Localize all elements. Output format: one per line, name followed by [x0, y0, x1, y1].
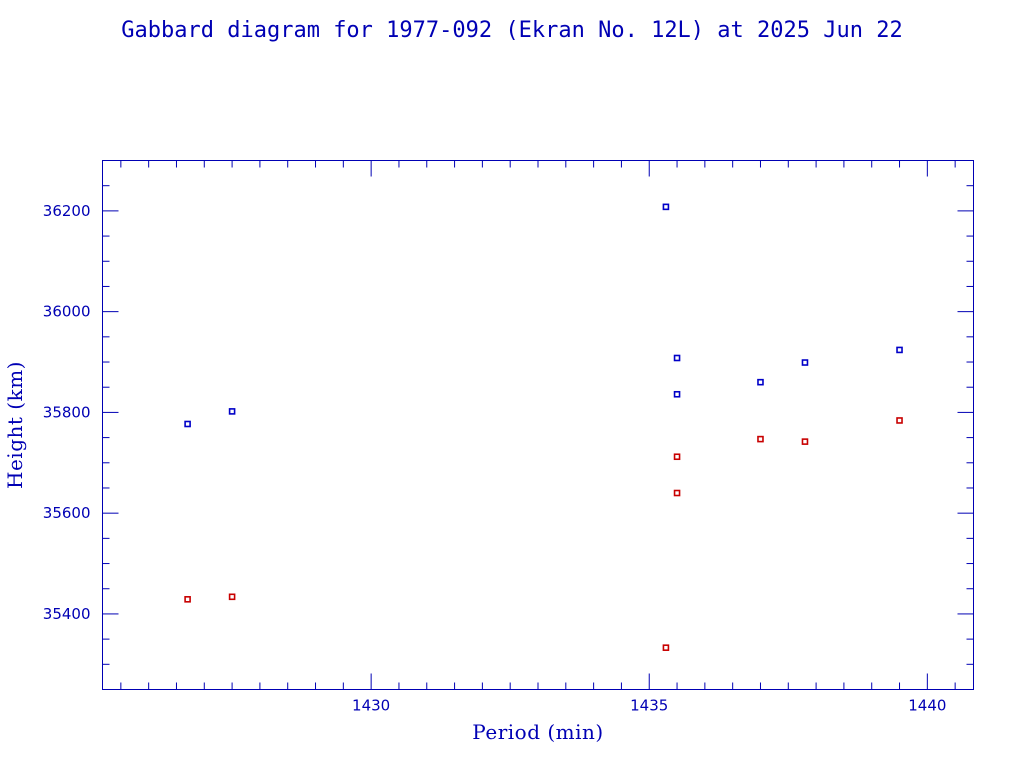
- y-tick-label: 35600: [43, 504, 91, 522]
- perigee-point: [896, 417, 903, 424]
- y-tick-label: 36200: [43, 202, 91, 220]
- perigee-point: [757, 435, 764, 443]
- apogee-point: [662, 203, 670, 211]
- perigee-point: [228, 593, 236, 601]
- perigee-point: [673, 489, 681, 497]
- perigee-point: [662, 644, 670, 651]
- apogee-point: [757, 378, 764, 386]
- y-tick-label: 35400: [43, 605, 91, 623]
- apogee-point: [673, 390, 681, 398]
- perigee-point: [673, 453, 681, 461]
- plot-frame: [102, 160, 974, 690]
- y-tick-label: 36000: [43, 303, 91, 321]
- apogee-point: [801, 359, 809, 366]
- chart-title: Gabbard diagram for 1977-092 (Ekran No. …: [121, 18, 902, 43]
- apogee-point: [673, 354, 681, 362]
- x-tick-label: 1435: [630, 697, 668, 715]
- y-tick-label: 35800: [43, 403, 91, 421]
- x-axis-label: Period (min): [472, 720, 603, 744]
- perigee-point: [184, 596, 191, 603]
- apogee-point: [228, 408, 236, 415]
- x-tick-label: 1440: [908, 697, 946, 715]
- apogee-point: [184, 420, 191, 428]
- data-points: [184, 203, 903, 651]
- y-tick-labels: 35400 35600 35800 36000 36200: [43, 202, 91, 623]
- y-axis-label: Height (km): [3, 361, 27, 489]
- apogee-point: [896, 346, 903, 354]
- x-tick-label: 1430: [352, 697, 390, 715]
- x-tick-labels: 1430 1435 1440: [352, 697, 946, 715]
- axis-ticks: [102, 160, 974, 690]
- perigee-point: [801, 438, 809, 445]
